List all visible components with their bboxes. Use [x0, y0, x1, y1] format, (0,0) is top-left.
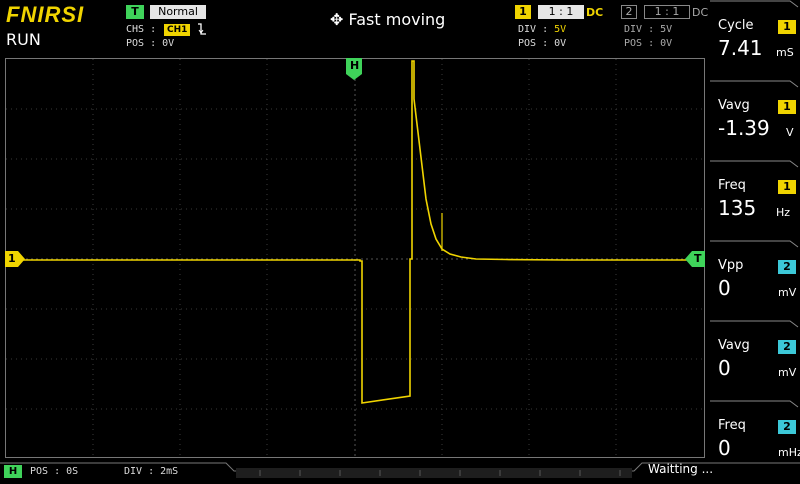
measurement-value: -1.39: [718, 116, 770, 140]
timebase-badge: H: [4, 465, 22, 478]
ch2-div-value: 5V: [660, 24, 673, 35]
measurement-label: Vavg: [718, 98, 750, 113]
measurement-divider: [710, 0, 799, 8]
measurement-unit: mHz: [778, 446, 800, 459]
ch1-trace: [6, 60, 704, 404]
measurement-label: Cycle: [718, 18, 754, 33]
status-bar: [0, 462, 800, 480]
measurement-divider: [710, 240, 799, 248]
trigger-source[interactable]: CH1: [164, 24, 191, 36]
ch2-div: DIV : 5V: [624, 24, 672, 35]
ch1-pos: POS : 0V: [518, 38, 567, 49]
ch1-div-value: 5V: [554, 24, 567, 35]
measurement-channel-badge: 1: [778, 20, 796, 34]
measurement-label: Vpp: [718, 258, 744, 273]
ch1-badge[interactable]: 1: [515, 5, 531, 19]
measurement-5[interactable]: Vavg 2 0 mV: [710, 320, 800, 390]
measurement-unit: Hz: [776, 206, 791, 219]
waveform-screen[interactable]: [5, 58, 705, 458]
measurement-divider: [710, 160, 799, 168]
measurement-divider: [710, 320, 799, 328]
mode-indicator[interactable]: ✥ Fast moving: [330, 10, 445, 29]
measurement-label: Freq: [718, 418, 746, 433]
ch1-probe[interactable]: 1 : 1: [538, 5, 584, 19]
h-position-marker[interactable]: H: [346, 58, 362, 84]
waveform-graticule: [6, 59, 704, 457]
acquisition-status: Waitting ...: [648, 462, 714, 476]
measurement-unit: mV: [778, 286, 797, 299]
ch1-level-marker[interactable]: 1: [5, 251, 25, 271]
measurement-value: 0: [718, 436, 731, 460]
measurement-value: 7.41: [718, 36, 763, 60]
mode-label: Fast moving: [348, 10, 446, 29]
measurement-1[interactable]: Cycle 1 7.41 mS: [710, 0, 800, 70]
ch2-badge[interactable]: 2: [621, 5, 637, 19]
measurement-value: 0: [718, 276, 731, 300]
trigger-marker-label: T: [694, 252, 702, 265]
measurement-channel-badge: 2: [778, 340, 796, 354]
falling-edge-icon[interactable]: [197, 22, 207, 40]
ch2-div-label: DIV :: [624, 24, 655, 35]
ch2-coupling[interactable]: DC: [692, 6, 709, 19]
trigger-mode[interactable]: Normal: [150, 5, 206, 19]
timebase-pos[interactable]: POS : 0S: [30, 466, 79, 477]
measurement-unit: mV: [778, 366, 797, 379]
brand-logo: FNIRSI: [6, 2, 85, 27]
measurement-value: 135: [718, 196, 757, 220]
measurement-channel-badge: 2: [778, 260, 796, 274]
move-icon: ✥: [330, 10, 344, 29]
h-marker-label: H: [350, 59, 360, 72]
measurement-4[interactable]: Vpp 2 0 mV: [710, 240, 800, 310]
trigger-pos: POS : 0V: [126, 38, 175, 49]
trigger-source-label: CHS :: [126, 24, 157, 35]
measurement-6[interactable]: Freq 2 0 mHz: [710, 400, 800, 470]
measurement-channel-badge: 2: [778, 420, 796, 434]
measurement-label: Vavg: [718, 338, 750, 353]
measurement-divider: [710, 80, 799, 88]
status-bar-frame: [0, 462, 800, 478]
measurement-2[interactable]: Vavg 1 -1.39 V: [710, 80, 800, 150]
measurement-channel-badge: 1: [778, 100, 796, 114]
ch1-div: DIV : 5V: [518, 24, 566, 35]
ch1-div-label: DIV :: [518, 24, 549, 35]
measurement-channel-badge: 1: [778, 180, 796, 194]
measurement-divider: [710, 400, 799, 408]
measurement-value: 0: [718, 356, 731, 380]
timebase-div[interactable]: DIV : 2mS: [124, 466, 179, 477]
ch1-marker-label: 1: [8, 252, 16, 265]
measurement-unit: V: [786, 126, 794, 139]
ch2-probe[interactable]: 1 : 1: [644, 5, 690, 19]
measurement-unit: mS: [776, 46, 794, 59]
ch1-coupling[interactable]: DC: [586, 6, 604, 19]
measurement-3[interactable]: Freq 1 135 Hz: [710, 160, 800, 230]
measurement-label: Freq: [718, 178, 746, 193]
ch2-pos: POS : 0V: [624, 38, 673, 49]
trigger-badge: T: [126, 5, 144, 19]
run-state[interactable]: RUN: [6, 30, 41, 49]
trigger-level-marker[interactable]: T: [685, 251, 705, 271]
